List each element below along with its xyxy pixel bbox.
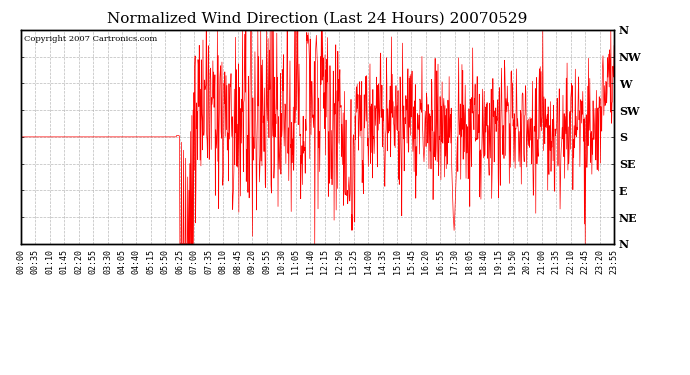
Text: Normalized Wind Direction (Last 24 Hours) 20070529: Normalized Wind Direction (Last 24 Hours… — [107, 11, 528, 25]
Text: Copyright 2007 Cartronics.com: Copyright 2007 Cartronics.com — [23, 35, 157, 44]
